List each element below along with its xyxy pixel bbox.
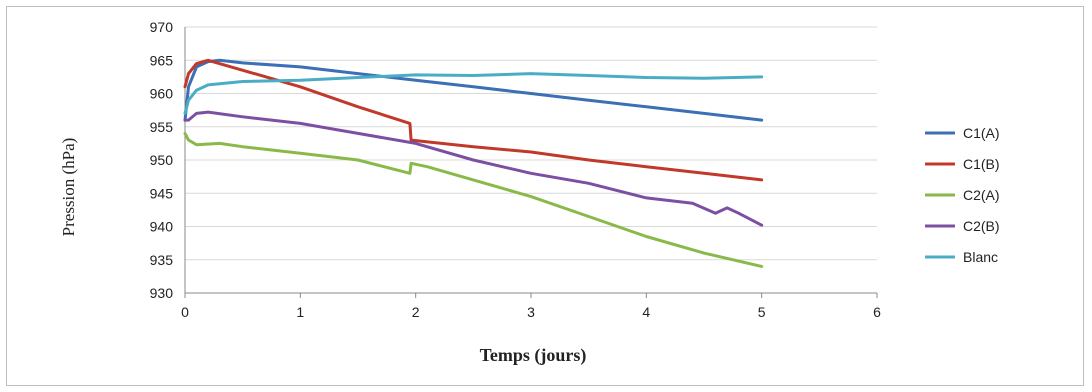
y-tick-label: 940: [150, 219, 174, 235]
axes: [184, 27, 878, 298]
series-line-c2-a: [183, 131, 764, 268]
x-tick-label: 6: [873, 304, 881, 320]
y-tick-labels: 930 935 940 945 950 955 960 965 970: [150, 19, 174, 301]
x-tick-label: 3: [527, 304, 535, 320]
legend-entry: Blanc: [963, 249, 998, 265]
legend-entry: C2(A): [963, 187, 1000, 203]
x-tick-labels: 0 1 2 3 4 5 6: [181, 304, 881, 320]
y-tick-label: 930: [150, 285, 174, 301]
series-line-c2-b: [183, 110, 764, 227]
legend-entry: C2(B): [963, 218, 1000, 234]
legend-entry: C1(A): [963, 125, 1000, 141]
chart-frame: 930 935 940 945 950 955 960 965 970 0 1 2 3 4 5 6 Pres…: [6, 6, 1084, 386]
series-line-c1-b: [183, 58, 764, 182]
series-line-c1-a: [183, 58, 764, 122]
y-tick-label: 970: [150, 19, 174, 35]
series-lines: [183, 58, 764, 268]
x-axis-label: Temps (jours): [480, 345, 587, 366]
series-line-blanc: [183, 72, 764, 115]
y-tick-label: 945: [150, 185, 174, 201]
y-tick-label: 965: [150, 52, 174, 68]
x-tick-label: 4: [642, 304, 650, 320]
y-tick-label: 955: [150, 119, 174, 135]
x-tick-label: 5: [758, 304, 766, 320]
y-axis-label: Pression (hPa): [59, 138, 78, 237]
x-tick-label: 2: [412, 304, 420, 320]
x-tick-label: 0: [181, 304, 189, 320]
y-tick-label: 950: [150, 152, 174, 168]
legend-entry: C1(B): [963, 156, 1000, 172]
y-tick-label: 960: [150, 86, 174, 102]
line-chart: 930 935 940 945 950 955 960 965 970 0 1 2 3 4 5 6 Pres…: [59, 19, 1000, 366]
grid-lines: [185, 26, 877, 294]
x-tick-label: 1: [296, 304, 304, 320]
legend: C1(A) C1(B) C2(A) C2(B) Blanc: [925, 125, 1000, 265]
y-tick-label: 935: [150, 252, 174, 268]
